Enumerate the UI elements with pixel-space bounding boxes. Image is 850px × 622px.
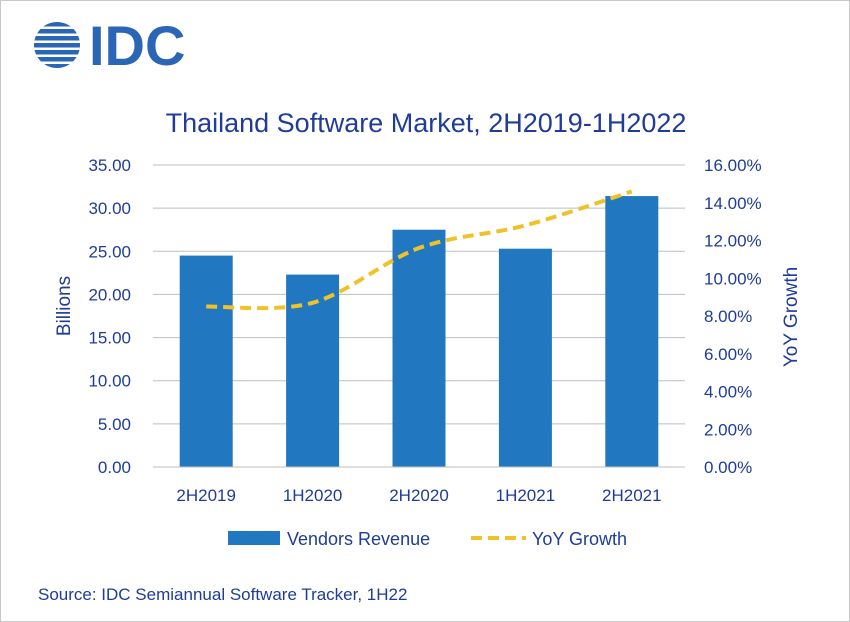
y2-tick-label: 2.00% xyxy=(704,420,752,439)
y2-tick-label: 14.00% xyxy=(704,194,762,213)
bar-2H2019 xyxy=(179,255,233,467)
chart-title: Thailand Software Market, 2H2019-1H2022 xyxy=(166,108,687,138)
x-tick-label: 1H2020 xyxy=(283,486,343,505)
y-tick-label: 0.00 xyxy=(98,458,131,477)
bar-1H2021 xyxy=(498,248,552,467)
idc-logo: IDC xyxy=(34,14,185,77)
y2-tick-label: 12.00% xyxy=(704,232,762,251)
legend-line-label: YoY Growth xyxy=(532,529,627,549)
y2-tick-label: 4.00% xyxy=(704,383,752,402)
y-tick-label: 20.00 xyxy=(88,285,131,304)
legend-bar-label: Vendors Revenue xyxy=(287,529,430,549)
logo-text: IDC xyxy=(89,14,185,77)
left-axis-ticks: 0.00 5.00 10.00 15.00 20.00 25.00 30.00 35.00 xyxy=(88,156,131,477)
bar-2H2021 xyxy=(605,196,659,467)
y-tick-label: 25.00 xyxy=(88,242,131,261)
y2-tick-label: 6.00% xyxy=(704,345,752,364)
y2-tick-label: 10.00% xyxy=(704,269,762,288)
y2-axis-label: YoY Growth xyxy=(781,267,802,367)
x-tick-label: 2H2019 xyxy=(176,486,236,505)
bars xyxy=(179,196,659,467)
y-tick-label: 35.00 xyxy=(88,156,131,175)
y2-tick-label: 8.00% xyxy=(704,307,752,326)
x-tick-label: 2H2021 xyxy=(602,486,662,505)
source-note: Source: IDC Semiannual Software Tracker,… xyxy=(38,585,407,604)
y-tick-label: 10.00 xyxy=(88,372,131,391)
legend-bar-swatch xyxy=(228,531,280,545)
x-tick-label: 1H2021 xyxy=(496,486,556,505)
y2-tick-label: 0.00% xyxy=(704,458,752,477)
yoy-growth-line xyxy=(206,189,633,311)
y-tick-label: 15.00 xyxy=(88,329,131,348)
right-axis-ticks: 0.00% 2.00% 4.00% 6.00% 8.00% 10.00% 12.00% 14.… xyxy=(704,156,762,477)
legend: Vendors Revenue YoY Growth xyxy=(228,529,627,549)
bar-2H2020 xyxy=(392,229,446,467)
y-axis-label: Billions xyxy=(54,276,75,336)
y2-tick-label: 16.00% xyxy=(704,156,762,175)
y-tick-label: 30.00 xyxy=(88,199,131,218)
globe-icon xyxy=(34,22,80,68)
yoy-line-group xyxy=(206,189,633,311)
x-tick-label: 2H2020 xyxy=(389,486,449,505)
x-axis-ticks: 2H2019 1H2020 2H2020 1H2021 2H2021 xyxy=(176,486,661,505)
y-tick-label: 5.00 xyxy=(98,415,131,434)
